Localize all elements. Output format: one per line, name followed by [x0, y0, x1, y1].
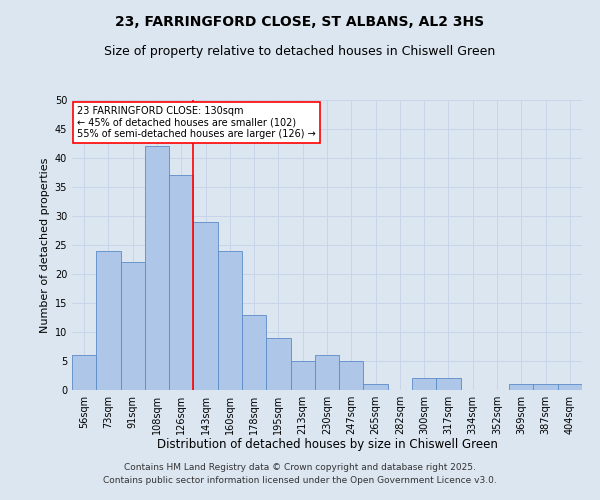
Bar [266, 338, 290, 390]
Text: 23, FARRINGFORD CLOSE, ST ALBANS, AL2 3HS: 23, FARRINGFORD CLOSE, ST ALBANS, AL2 3H… [115, 15, 485, 29]
Bar [364, 384, 388, 390]
Bar [412, 378, 436, 390]
Text: Contains HM Land Registry data © Crown copyright and database right 2025.
Contai: Contains HM Land Registry data © Crown c… [103, 464, 497, 485]
Bar [72, 355, 96, 390]
Bar [121, 262, 145, 390]
Bar [558, 384, 582, 390]
Y-axis label: Number of detached properties: Number of detached properties [40, 158, 50, 332]
Bar [533, 384, 558, 390]
Bar [169, 176, 193, 390]
Bar [290, 361, 315, 390]
Bar [509, 384, 533, 390]
Text: Size of property relative to detached houses in Chiswell Green: Size of property relative to detached ho… [104, 45, 496, 58]
Bar [96, 251, 121, 390]
Bar [145, 146, 169, 390]
Bar [193, 222, 218, 390]
Bar [339, 361, 364, 390]
Bar [218, 251, 242, 390]
Bar [436, 378, 461, 390]
X-axis label: Distribution of detached houses by size in Chiswell Green: Distribution of detached houses by size … [157, 438, 497, 452]
Text: 23 FARRINGFORD CLOSE: 130sqm
← 45% of detached houses are smaller (102)
55% of s: 23 FARRINGFORD CLOSE: 130sqm ← 45% of de… [77, 106, 316, 139]
Bar [315, 355, 339, 390]
Bar [242, 314, 266, 390]
